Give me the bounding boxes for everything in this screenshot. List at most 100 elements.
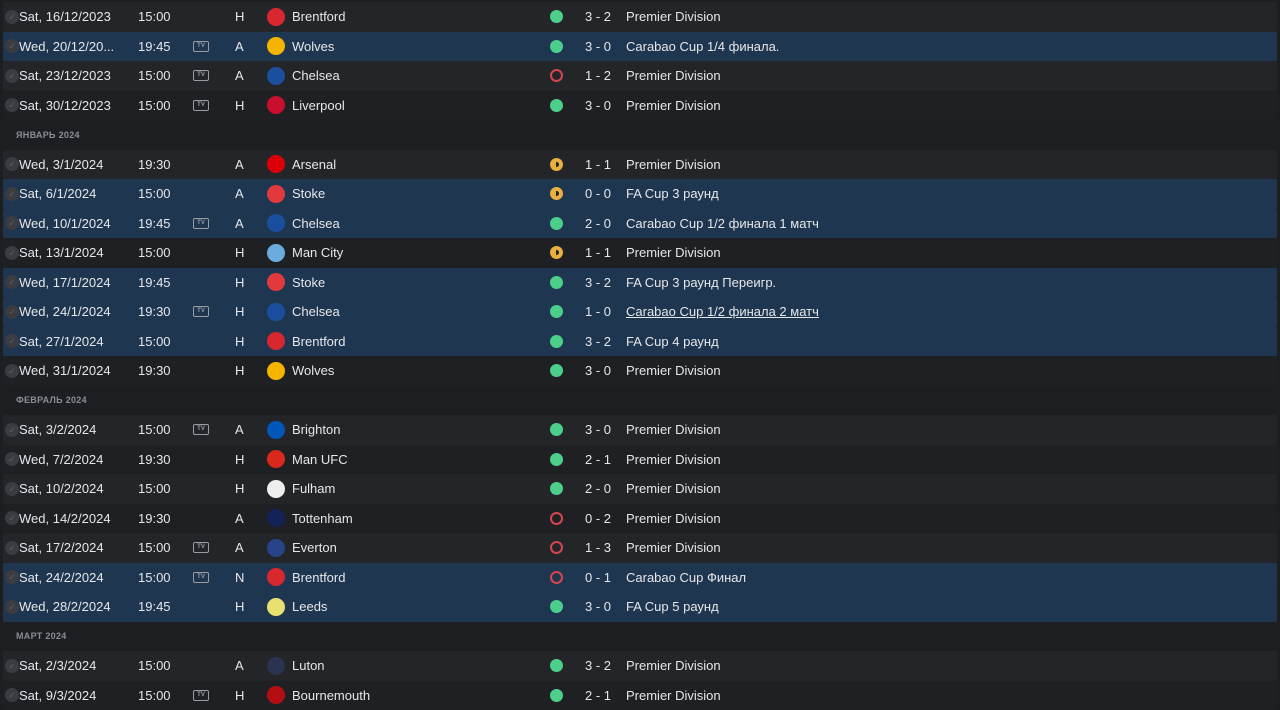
fixture-row[interactable]: ✓ Wed, 10/1/2024 19:45 TV A Chelsea 2 - … — [3, 208, 1277, 238]
match-time: 15:00 — [138, 186, 171, 202]
competition-link[interactable]: Premier Division — [626, 422, 721, 438]
score[interactable]: 1 - 3 — [584, 540, 611, 556]
score[interactable]: 3 - 2 — [584, 333, 611, 349]
competition-link[interactable]: Premier Division — [626, 687, 721, 703]
competition-link[interactable]: Premier Division — [626, 481, 721, 497]
opponent-link[interactable]: Wolves — [292, 363, 335, 379]
competition-link[interactable]: Carabao Cup 1/2 финала 1 матч — [626, 215, 819, 231]
opponent-link[interactable]: Stoke — [292, 186, 326, 202]
competition-link[interactable]: FA Cup 3 раунд — [626, 186, 719, 202]
score[interactable]: 3 - 0 — [584, 599, 611, 615]
opponent-link[interactable]: Brighton — [292, 422, 341, 438]
fixture-row[interactable]: ✓ Sat, 2/3/2024 15:00 A Luton 3 - 2 Prem… — [3, 651, 1277, 681]
opponent-link[interactable]: Luton — [292, 658, 325, 674]
opponent-link[interactable]: Chelsea — [292, 215, 340, 231]
fixture-row[interactable]: ✓ Sat, 30/12/2023 15:00 TV H Liverpool 3… — [3, 90, 1277, 120]
fixture-row[interactable]: ✓ Wed, 24/1/2024 19:30 TV H Chelsea 1 - … — [3, 297, 1277, 327]
score[interactable]: 3 - 2 — [584, 274, 611, 290]
fixture-row[interactable]: ✓ Wed, 14/2/2024 19:30 A Tottenham 0 - 2… — [3, 503, 1277, 533]
competition-link[interactable]: Premier Division — [626, 245, 721, 261]
score[interactable]: 2 - 1 — [584, 451, 611, 467]
competition-link[interactable]: FA Cup 5 раунд — [626, 599, 719, 615]
opponent-link[interactable]: Brentford — [292, 333, 346, 349]
fixture-row[interactable]: ✓ Sat, 27/1/2024 15:00 H Brentford 3 - 2… — [3, 326, 1277, 356]
opponent-link[interactable]: Wolves — [292, 38, 335, 54]
result-win-icon — [550, 452, 563, 466]
opponent-link[interactable]: Leeds — [292, 599, 328, 615]
opponent-link[interactable]: Tottenham — [292, 510, 353, 526]
competition-link[interactable]: Premier Division — [626, 97, 721, 113]
competition-link[interactable]: FA Cup 4 раунд — [626, 333, 719, 349]
month-header: МАРТ 2024 — [16, 631, 67, 642]
opponent-link[interactable]: Liverpool — [292, 97, 345, 113]
fixture-row[interactable]: ✓ Wed, 17/1/2024 19:45 H Stoke 3 - 2 FA … — [3, 267, 1277, 297]
score[interactable]: 2 - 0 — [584, 215, 611, 231]
score[interactable]: 0 - 0 — [584, 186, 611, 202]
competition-link[interactable]: Carabao Cup Финал — [626, 569, 747, 585]
fixture-row[interactable]: ✓ Sat, 17/2/2024 15:00 TV A Everton 1 - … — [3, 533, 1277, 563]
competition-link[interactable]: Premier Division — [626, 510, 721, 526]
match-date: Sat, 16/12/2023 — [19, 9, 111, 25]
fixture-row[interactable]: ✓ Sat, 10/2/2024 15:00 H Fulham 2 - 0 Pr… — [3, 474, 1277, 504]
competition-link[interactable]: FA Cup 3 раунд Переигр. — [626, 274, 777, 290]
score[interactable]: 1 - 0 — [584, 304, 611, 320]
score[interactable]: 2 - 0 — [584, 481, 611, 497]
opponent-link[interactable]: Man City — [292, 245, 344, 261]
fixture-row[interactable]: ✓ Wed, 7/2/2024 19:30 H Man UFC 2 - 1 Pr… — [3, 444, 1277, 474]
fixture-row[interactable]: ✓ Sat, 24/2/2024 15:00 TV N Brentford 0 … — [3, 562, 1277, 592]
score[interactable]: 3 - 2 — [584, 9, 611, 25]
fixture-row[interactable]: ✓ Wed, 20/12/20... 19:45 TV A Wolves 3 -… — [3, 31, 1277, 61]
fixture-row[interactable]: ✓ Sat, 16/12/2023 15:00 H Brentford 3 - … — [3, 2, 1277, 32]
opponent-link[interactable]: Everton — [292, 540, 337, 556]
competition-link[interactable]: Premier Division — [626, 9, 721, 25]
score[interactable]: 0 - 2 — [584, 510, 611, 526]
competition-link[interactable]: Premier Division — [626, 451, 721, 467]
match-time: 19:30 — [138, 304, 171, 320]
fixture-row[interactable]: ✓ Wed, 3/1/2024 19:30 A Arsenal 1 - 1 Pr… — [3, 149, 1277, 179]
competition-link[interactable]: Premier Division — [626, 658, 721, 674]
opponent-link[interactable]: Bournemouth — [292, 687, 371, 703]
check-icon: ✓ — [5, 658, 19, 673]
fixture-row[interactable]: ✓ Wed, 31/1/2024 19:30 H Wolves 3 - 0 Pr… — [3, 356, 1277, 386]
check-icon: ✓ — [5, 481, 19, 496]
score[interactable]: 0 - 1 — [584, 569, 611, 585]
opponent-link[interactable]: Stoke — [292, 274, 326, 290]
tv-icon: TV — [193, 99, 209, 111]
fixture-row[interactable]: ✓ Sat, 13/1/2024 15:00 H Man City 1 - 1 … — [3, 238, 1277, 268]
score[interactable]: 3 - 0 — [584, 38, 611, 54]
score[interactable]: 3 - 0 — [584, 97, 611, 113]
opponent-link[interactable]: Chelsea — [292, 68, 340, 84]
score[interactable]: 1 - 1 — [584, 156, 611, 172]
opponent-link[interactable]: Brentford — [292, 569, 346, 585]
competition-link[interactable]: Carabao Cup 1/2 финала 2 матч — [626, 304, 819, 320]
score[interactable]: 2 - 1 — [584, 687, 611, 703]
competition-link[interactable]: Premier Division — [626, 540, 721, 556]
competition-link[interactable]: Premier Division — [626, 156, 721, 172]
score[interactable]: 1 - 2 — [584, 68, 611, 84]
match-time: 15:00 — [138, 422, 171, 438]
fixture-row[interactable]: ✓ Sat, 6/1/2024 15:00 A Stoke 0 - 0 FA C… — [3, 179, 1277, 209]
match-date: Sat, 2/3/2024 — [19, 658, 97, 674]
match-date: Sat, 9/3/2024 — [19, 687, 97, 703]
score[interactable]: 3 - 2 — [584, 658, 611, 674]
opponent-link[interactable]: Brentford — [292, 9, 346, 25]
month-header: ЯНВАРЬ 2024 — [16, 129, 80, 140]
score[interactable]: 1 - 1 — [584, 245, 611, 261]
club-crest-icon — [267, 656, 285, 675]
opponent-link[interactable]: Man UFC — [292, 451, 348, 467]
competition-link[interactable]: Premier Division — [626, 363, 721, 379]
fixture-row[interactable]: ✓ Sat, 9/3/2024 15:00 TV H Bournemouth 2… — [3, 680, 1277, 710]
opponent-link[interactable]: Chelsea — [292, 304, 340, 320]
score[interactable]: 3 - 0 — [584, 363, 611, 379]
competition-link[interactable]: Premier Division — [626, 68, 721, 84]
opponent-link[interactable]: Fulham — [292, 481, 336, 497]
match-time: 15:00 — [138, 481, 171, 497]
opponent-link[interactable]: Arsenal — [292, 156, 337, 172]
score[interactable]: 3 - 0 — [584, 422, 611, 438]
fixture-row[interactable]: ✓ Sat, 3/2/2024 15:00 TV A Brighton 3 - … — [3, 415, 1277, 445]
venue: H — [235, 333, 245, 349]
club-crest-icon — [267, 332, 285, 351]
fixture-row[interactable]: ✓ Wed, 28/2/2024 19:45 H Leeds 3 - 0 FA … — [3, 592, 1277, 622]
competition-link[interactable]: Carabao Cup 1/4 финала. — [626, 38, 780, 54]
fixture-row[interactable]: ✓ Sat, 23/12/2023 15:00 TV A Chelsea 1 -… — [3, 61, 1277, 91]
